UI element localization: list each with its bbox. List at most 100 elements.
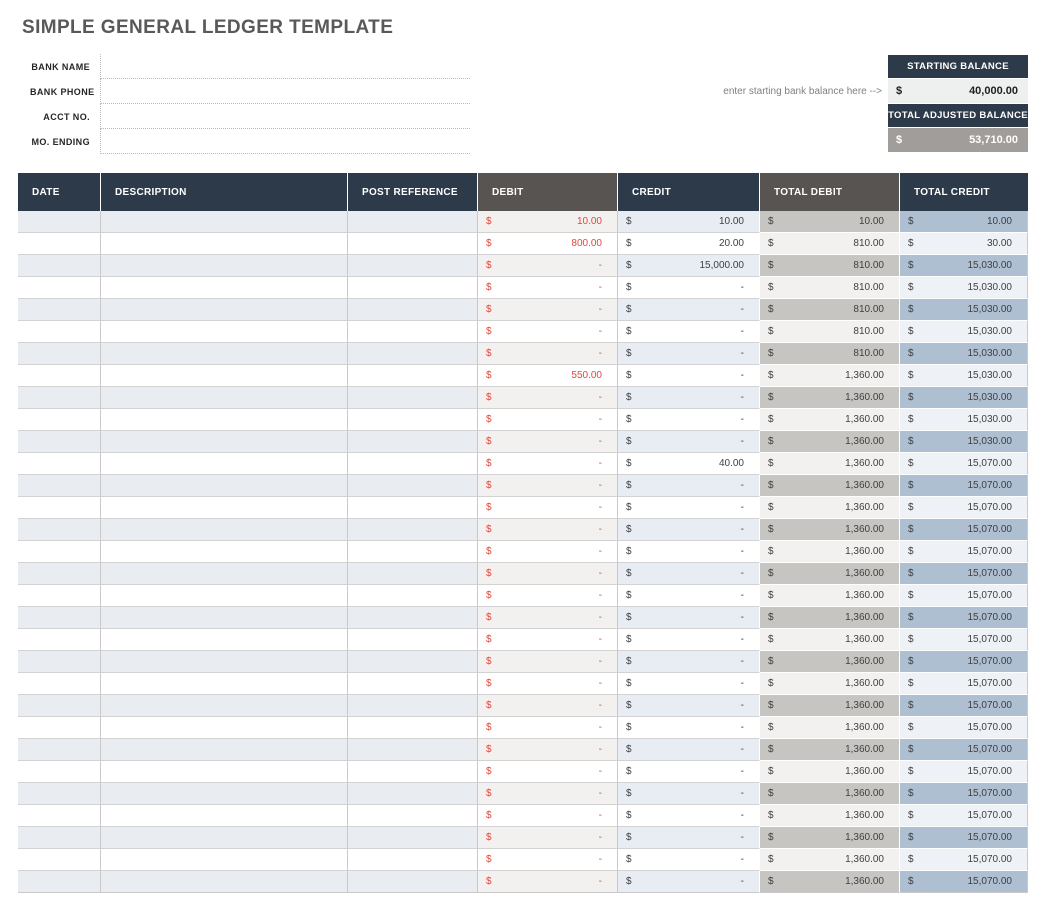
debit-cell[interactable]: $ - xyxy=(478,387,618,409)
total-credit-cell[interactable]: $ 10.00 xyxy=(900,211,1028,233)
bank-phone-field[interactable] xyxy=(100,79,470,104)
debit-cell[interactable]: $ - xyxy=(478,739,618,761)
total-credit-cell[interactable]: $ 15,070.00 xyxy=(900,849,1028,871)
starting-balance-cell[interactable]: $ 40,000.00 xyxy=(888,79,1028,103)
total-credit-cell[interactable]: $ 15,070.00 xyxy=(900,761,1028,783)
total-credit-cell[interactable]: $ 15,070.00 xyxy=(900,629,1028,651)
total-debit-cell[interactable]: $ 810.00 xyxy=(760,343,900,365)
credit-cell[interactable]: $ - xyxy=(618,365,760,387)
date-cell[interactable] xyxy=(18,387,101,409)
date-cell[interactable] xyxy=(18,409,101,431)
post-reference-cell[interactable] xyxy=(348,299,478,321)
post-reference-cell[interactable] xyxy=(348,739,478,761)
credit-cell[interactable]: $ - xyxy=(618,541,760,563)
credit-cell[interactable]: $ - xyxy=(618,497,760,519)
credit-cell[interactable]: $ - xyxy=(618,849,760,871)
description-cell[interactable] xyxy=(101,651,348,673)
date-cell[interactable] xyxy=(18,827,101,849)
debit-cell[interactable]: $ - xyxy=(478,299,618,321)
post-reference-cell[interactable] xyxy=(348,497,478,519)
description-cell[interactable] xyxy=(101,629,348,651)
credit-cell[interactable]: $ 15,000.00 xyxy=(618,255,760,277)
total-debit-cell[interactable]: $ 1,360.00 xyxy=(760,761,900,783)
post-reference-cell[interactable] xyxy=(348,233,478,255)
credit-cell[interactable]: $ - xyxy=(618,651,760,673)
date-cell[interactable] xyxy=(18,277,101,299)
total-debit-cell[interactable]: $ 1,360.00 xyxy=(760,827,900,849)
debit-cell[interactable]: $ - xyxy=(478,563,618,585)
date-cell[interactable] xyxy=(18,585,101,607)
total-credit-cell[interactable]: $ 15,030.00 xyxy=(900,365,1028,387)
total-debit-cell[interactable]: $ 1,360.00 xyxy=(760,585,900,607)
credit-cell[interactable]: $ 40.00 xyxy=(618,453,760,475)
total-debit-cell[interactable]: $ 810.00 xyxy=(760,277,900,299)
total-debit-cell[interactable]: $ 1,360.00 xyxy=(760,871,900,893)
description-cell[interactable] xyxy=(101,387,348,409)
debit-cell[interactable]: $ - xyxy=(478,783,618,805)
total-debit-cell[interactable]: $ 1,360.00 xyxy=(760,497,900,519)
description-cell[interactable] xyxy=(101,453,348,475)
debit-cell[interactable]: $ - xyxy=(478,827,618,849)
total-credit-cell[interactable]: $ 15,070.00 xyxy=(900,453,1028,475)
date-cell[interactable] xyxy=(18,541,101,563)
total-credit-cell[interactable]: $ 15,030.00 xyxy=(900,431,1028,453)
date-cell[interactable] xyxy=(18,695,101,717)
date-cell[interactable] xyxy=(18,255,101,277)
total-credit-cell[interactable]: $ 15,070.00 xyxy=(900,717,1028,739)
total-debit-cell[interactable]: $ 1,360.00 xyxy=(760,453,900,475)
total-debit-cell[interactable]: $ 810.00 xyxy=(760,255,900,277)
total-debit-cell[interactable]: $ 1,360.00 xyxy=(760,365,900,387)
post-reference-cell[interactable] xyxy=(348,453,478,475)
date-cell[interactable] xyxy=(18,563,101,585)
total-debit-cell[interactable]: $ 1,360.00 xyxy=(760,783,900,805)
total-debit-cell[interactable]: $ 1,360.00 xyxy=(760,717,900,739)
date-cell[interactable] xyxy=(18,651,101,673)
credit-cell[interactable]: $ - xyxy=(618,299,760,321)
credit-cell[interactable]: $ - xyxy=(618,321,760,343)
description-cell[interactable] xyxy=(101,805,348,827)
total-debit-cell[interactable]: $ 810.00 xyxy=(760,233,900,255)
total-credit-cell[interactable]: $ 15,070.00 xyxy=(900,805,1028,827)
total-credit-cell[interactable]: $ 15,070.00 xyxy=(900,651,1028,673)
post-reference-cell[interactable] xyxy=(348,211,478,233)
credit-cell[interactable]: $ - xyxy=(618,827,760,849)
date-cell[interactable] xyxy=(18,431,101,453)
credit-cell[interactable]: $ 10.00 xyxy=(618,211,760,233)
credit-cell[interactable]: $ - xyxy=(618,409,760,431)
total-credit-cell[interactable]: $ 15,030.00 xyxy=(900,343,1028,365)
description-cell[interactable] xyxy=(101,255,348,277)
description-cell[interactable] xyxy=(101,827,348,849)
credit-cell[interactable]: $ - xyxy=(618,563,760,585)
date-cell[interactable] xyxy=(18,849,101,871)
date-cell[interactable] xyxy=(18,783,101,805)
date-cell[interactable] xyxy=(18,453,101,475)
total-credit-cell[interactable]: $ 15,070.00 xyxy=(900,497,1028,519)
date-cell[interactable] xyxy=(18,717,101,739)
debit-cell[interactable]: $ - xyxy=(478,629,618,651)
debit-cell[interactable]: $ - xyxy=(478,695,618,717)
post-reference-cell[interactable] xyxy=(348,849,478,871)
description-cell[interactable] xyxy=(101,695,348,717)
credit-cell[interactable]: $ - xyxy=(618,717,760,739)
total-credit-cell[interactable]: $ 15,030.00 xyxy=(900,255,1028,277)
total-credit-cell[interactable]: $ 15,070.00 xyxy=(900,827,1028,849)
credit-cell[interactable]: $ - xyxy=(618,519,760,541)
post-reference-cell[interactable] xyxy=(348,409,478,431)
credit-cell[interactable]: $ - xyxy=(618,695,760,717)
description-cell[interactable] xyxy=(101,409,348,431)
debit-cell[interactable]: $ - xyxy=(478,343,618,365)
post-reference-cell[interactable] xyxy=(348,783,478,805)
description-cell[interactable] xyxy=(101,673,348,695)
total-credit-cell[interactable]: $ 15,030.00 xyxy=(900,409,1028,431)
debit-cell[interactable]: $ - xyxy=(478,717,618,739)
date-cell[interactable] xyxy=(18,299,101,321)
description-cell[interactable] xyxy=(101,321,348,343)
acct-no-field[interactable] xyxy=(100,104,470,129)
credit-cell[interactable]: $ - xyxy=(618,673,760,695)
description-cell[interactable] xyxy=(101,585,348,607)
post-reference-cell[interactable] xyxy=(348,541,478,563)
description-cell[interactable] xyxy=(101,739,348,761)
description-cell[interactable] xyxy=(101,519,348,541)
post-reference-cell[interactable] xyxy=(348,277,478,299)
date-cell[interactable] xyxy=(18,739,101,761)
